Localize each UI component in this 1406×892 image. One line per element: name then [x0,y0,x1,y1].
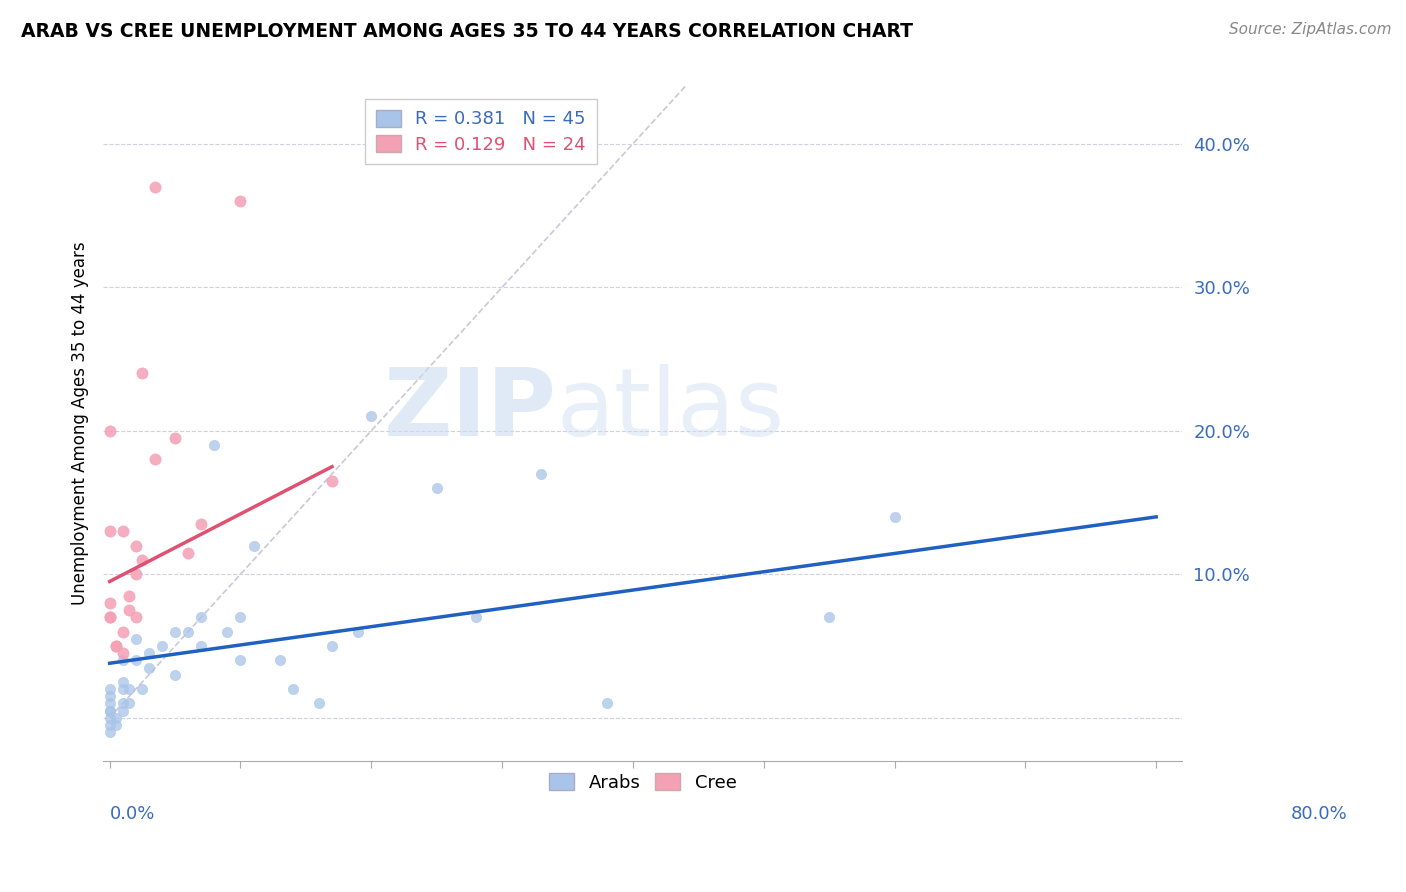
Text: atlas: atlas [557,364,785,456]
Point [281,682,304,697]
Point [125,632,148,646]
Point [347,624,370,639]
Y-axis label: Unemployment Among Ages 35 to 44 years: Unemployment Among Ages 35 to 44 years [72,242,89,606]
Point [465,610,488,624]
Point [190,639,212,653]
Point [98,697,121,711]
Point [190,610,212,624]
Point [125,567,148,582]
Point [98,725,121,739]
Point [138,660,160,674]
Point [242,539,264,553]
Point [105,639,128,653]
Point [98,610,121,624]
Point [98,704,121,718]
Point [138,646,160,660]
Point [98,711,121,725]
Point [596,697,619,711]
Text: Source: ZipAtlas.com: Source: ZipAtlas.com [1229,22,1392,37]
Point [131,553,153,567]
Point [98,596,121,610]
Point [883,509,905,524]
Point [98,424,121,438]
Point [217,624,239,639]
Point [98,690,121,704]
Point [111,646,134,660]
Point [229,194,252,209]
Point [111,653,134,667]
Point [111,624,134,639]
Point [177,624,200,639]
Point [98,704,121,718]
Point [321,639,343,653]
Point [165,431,187,445]
Text: ZIP: ZIP [384,364,557,456]
Text: 0.0%: 0.0% [110,805,155,822]
Point [131,367,153,381]
Point [818,610,841,624]
Point [530,467,553,481]
Point [98,524,121,539]
Point [131,682,153,697]
Point [150,639,173,653]
Point [105,718,128,732]
Point [269,653,291,667]
Point [118,589,141,603]
Point [118,697,141,711]
Point [111,674,134,689]
Point [105,639,128,653]
Legend: Arabs, Cree: Arabs, Cree [541,765,744,799]
Point [125,610,148,624]
Point [190,517,212,532]
Point [111,682,134,697]
Point [125,539,148,553]
Text: 80.0%: 80.0% [1291,805,1347,822]
Point [111,697,134,711]
Point [111,524,134,539]
Point [105,711,128,725]
Point [111,704,134,718]
Point [118,603,141,617]
Point [165,624,187,639]
Point [360,409,382,424]
Point [202,438,225,452]
Point [165,667,187,681]
Point [321,474,343,488]
Point [98,718,121,732]
Point [308,697,330,711]
Text: ARAB VS CREE UNEMPLOYMENT AMONG AGES 35 TO 44 YEARS CORRELATION CHART: ARAB VS CREE UNEMPLOYMENT AMONG AGES 35 … [21,22,912,41]
Point [118,682,141,697]
Point [229,653,252,667]
Point [125,653,148,667]
Point [98,610,121,624]
Point [98,682,121,697]
Point [145,452,167,467]
Point [145,179,167,194]
Point [426,481,449,495]
Point [177,546,200,560]
Point [229,610,252,624]
